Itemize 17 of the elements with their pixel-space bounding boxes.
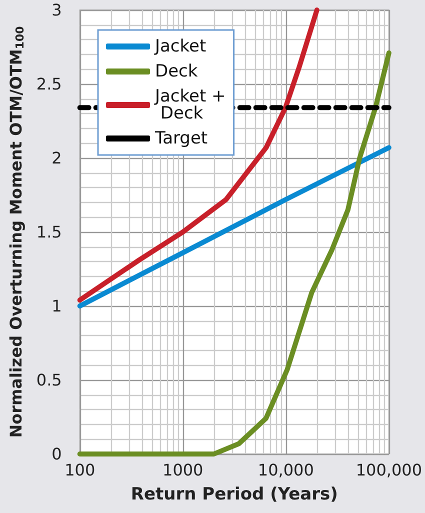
x-tick-label: 10,000 bbox=[258, 460, 314, 480]
y-tick-label: 0 bbox=[52, 444, 62, 464]
legend-label: Target bbox=[154, 128, 208, 148]
x-tick-label: 100 bbox=[64, 460, 96, 480]
legend-label: Deck bbox=[155, 62, 198, 82]
y-tick-label: 0.5 bbox=[36, 370, 62, 390]
y-tick-label: 3 bbox=[52, 0, 62, 20]
y-axis-title: Normalized Overturning Moment OTM/OTM100 bbox=[6, 26, 26, 438]
x-tick-label: 100,000 bbox=[356, 460, 422, 480]
y-tick-label: 1.5 bbox=[36, 222, 62, 242]
y-tick-label: 2 bbox=[52, 148, 62, 168]
y-tick-label: 1 bbox=[52, 296, 62, 316]
legend-label: Jacket bbox=[154, 36, 206, 56]
x-axis-title: Return Period (Years) bbox=[130, 484, 338, 504]
legend-label: Jacket + Deck bbox=[154, 86, 226, 124]
x-tick-label: 1000 bbox=[162, 460, 204, 480]
y-tick-label: 2.5 bbox=[36, 74, 62, 94]
